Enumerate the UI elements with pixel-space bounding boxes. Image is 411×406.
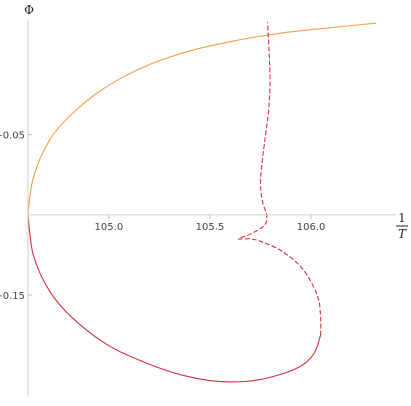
y-tick-label-1: −0.15 — [0, 291, 25, 302]
x-tick-label-1: 105.5 — [196, 222, 225, 233]
series-line-2 — [237, 21, 322, 336]
series-layer — [27, 21, 377, 383]
x-axis-title-numerator: 1 — [398, 211, 406, 225]
x-tick-label-0: 105.0 — [95, 222, 124, 233]
x-axis-title-denominator: T — [398, 227, 407, 241]
y-axis-title: Φ — [24, 3, 34, 17]
series-line-1 — [27, 214, 322, 383]
y-tick-label-0: −0.05 — [0, 131, 25, 142]
series-line-0 — [27, 22, 377, 216]
axes-layer: 105.0 105.5 106.0 −0.05 −0.15 — [0, 20, 396, 396]
x-tick-label-2: 106.0 — [297, 222, 326, 233]
labels-layer: Φ 1 T — [24, 3, 408, 241]
